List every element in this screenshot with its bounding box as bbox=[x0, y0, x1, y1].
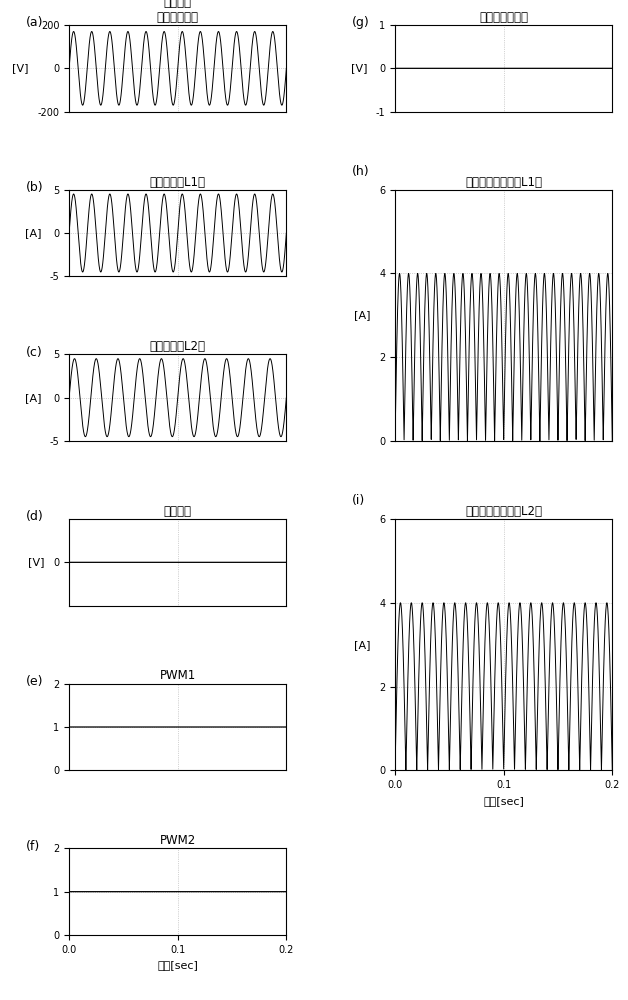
Text: (a): (a) bbox=[26, 16, 43, 29]
Title: PWM1: PWM1 bbox=[160, 669, 196, 682]
Title: 输入电流（L1）: 输入电流（L1） bbox=[149, 176, 206, 188]
Title: 输出电压检测值: 输出电压检测值 bbox=[479, 11, 528, 24]
Text: (e): (e) bbox=[26, 675, 43, 688]
Title: 输出电压: 输出电压 bbox=[164, 505, 192, 518]
Text: (b): (b) bbox=[26, 181, 43, 194]
X-axis label: 时间[sec]: 时间[sec] bbox=[483, 796, 524, 806]
Y-axis label: [A]: [A] bbox=[24, 228, 41, 238]
Y-axis label: [A]: [A] bbox=[24, 393, 41, 403]
Y-axis label: [A]: [A] bbox=[354, 310, 371, 320]
Title: 电源电压
（输入电压）: 电源电压 （输入电压） bbox=[157, 0, 198, 24]
Y-axis label: [V]: [V] bbox=[351, 63, 367, 73]
X-axis label: 时间[sec]: 时间[sec] bbox=[157, 960, 198, 970]
Text: (f): (f) bbox=[26, 840, 40, 853]
Text: (h): (h) bbox=[352, 165, 369, 178]
Title: 输入电流（L2）: 输入电流（L2） bbox=[149, 340, 206, 353]
Y-axis label: [A]: [A] bbox=[354, 640, 371, 650]
Y-axis label: [V]: [V] bbox=[13, 63, 29, 73]
Text: (d): (d) bbox=[26, 510, 43, 523]
Y-axis label: [V]: [V] bbox=[28, 557, 45, 567]
Text: (i): (i) bbox=[352, 494, 365, 507]
Text: (g): (g) bbox=[352, 16, 369, 29]
Title: 输入电流检测值（L2）: 输入电流检测值（L2） bbox=[465, 505, 542, 518]
Title: 输入电流检测值（L1）: 输入电流检测值（L1） bbox=[465, 176, 542, 188]
Text: (c): (c) bbox=[26, 346, 42, 359]
Title: PWM2: PWM2 bbox=[160, 834, 196, 847]
